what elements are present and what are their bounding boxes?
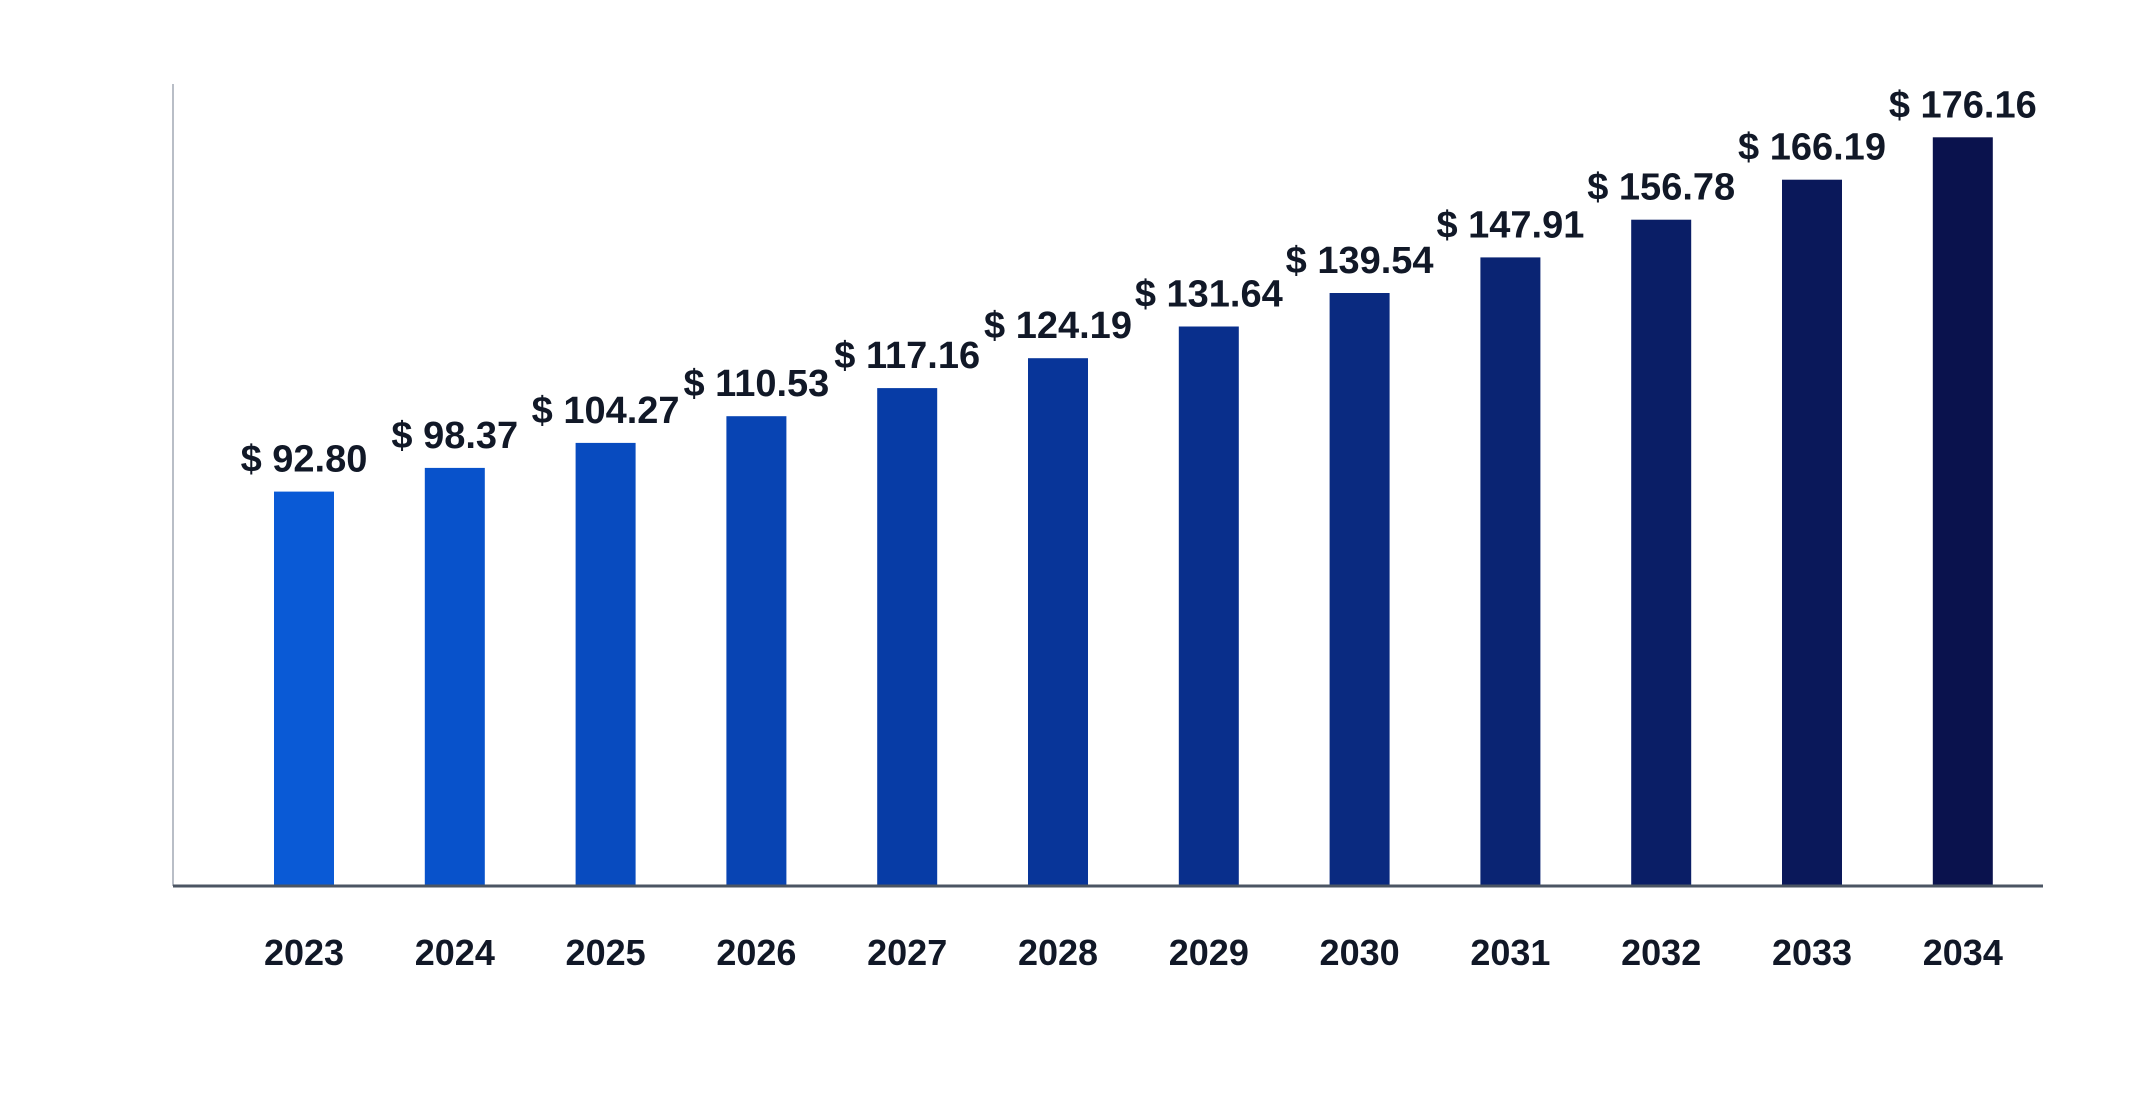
bar-2034 xyxy=(1932,137,1993,887)
x-tick-label-2033: 2033 xyxy=(1772,932,1852,973)
x-tick-label-2034: 2034 xyxy=(1923,932,2003,973)
x-tick-label-2028: 2028 xyxy=(1018,932,1098,973)
bar-2029 xyxy=(1178,326,1239,886)
data-label-2034: $ 176.16 xyxy=(1889,84,2037,126)
bar-2028 xyxy=(1028,358,1088,886)
bar-2026 xyxy=(726,416,787,886)
x-tick-label-2026: 2026 xyxy=(716,932,796,973)
bars-group xyxy=(274,137,1993,887)
data-label-2023: $ 92.80 xyxy=(241,439,368,481)
data-label-2027: $ 117.16 xyxy=(834,335,980,377)
data-labels-group: $ 92.80$ 98.37$ 104.27$ 110.53$ 117.16$ … xyxy=(241,84,2037,480)
x-tick-label-2025: 2025 xyxy=(566,932,646,973)
x-tick-label-2027: 2027 xyxy=(867,932,947,973)
data-label-2026: $ 110.53 xyxy=(683,363,829,405)
x-tick-label-2031: 2031 xyxy=(1470,932,1550,973)
data-label-2033: $ 166.19 xyxy=(1738,127,1886,169)
bar-2023 xyxy=(274,491,334,886)
x-tick-label-2029: 2029 xyxy=(1169,932,1249,973)
bar-2032 xyxy=(1631,219,1692,886)
bar-2030 xyxy=(1329,293,1390,886)
bar-2031 xyxy=(1480,257,1541,886)
bar-2024 xyxy=(424,467,485,886)
x-tick-label-2032: 2032 xyxy=(1621,932,1701,973)
bar-2025 xyxy=(575,442,636,886)
data-label-2029: $ 131.64 xyxy=(1135,274,1283,316)
x-tick-labels-group: 2023 2024 2025 2026 2027 2028 2029 2030 2031 2032… xyxy=(264,932,2003,973)
data-label-2030: $ 139.54 xyxy=(1286,240,1434,282)
x-tick-label-2023: 2023 xyxy=(264,932,344,973)
x-tick-label-2024: 2024 xyxy=(415,932,495,973)
data-label-2031: $ 147.91 xyxy=(1436,204,1584,246)
bar-2033 xyxy=(1782,179,1842,886)
data-label-2028: $ 124.19 xyxy=(984,305,1132,347)
bar-2027 xyxy=(877,388,938,886)
data-label-2032: $ 156.78 xyxy=(1587,167,1735,209)
data-label-2024: $ 98.37 xyxy=(391,415,518,457)
data-label-2025: $ 104.27 xyxy=(532,390,680,432)
x-tick-label-2030: 2030 xyxy=(1320,932,1400,973)
